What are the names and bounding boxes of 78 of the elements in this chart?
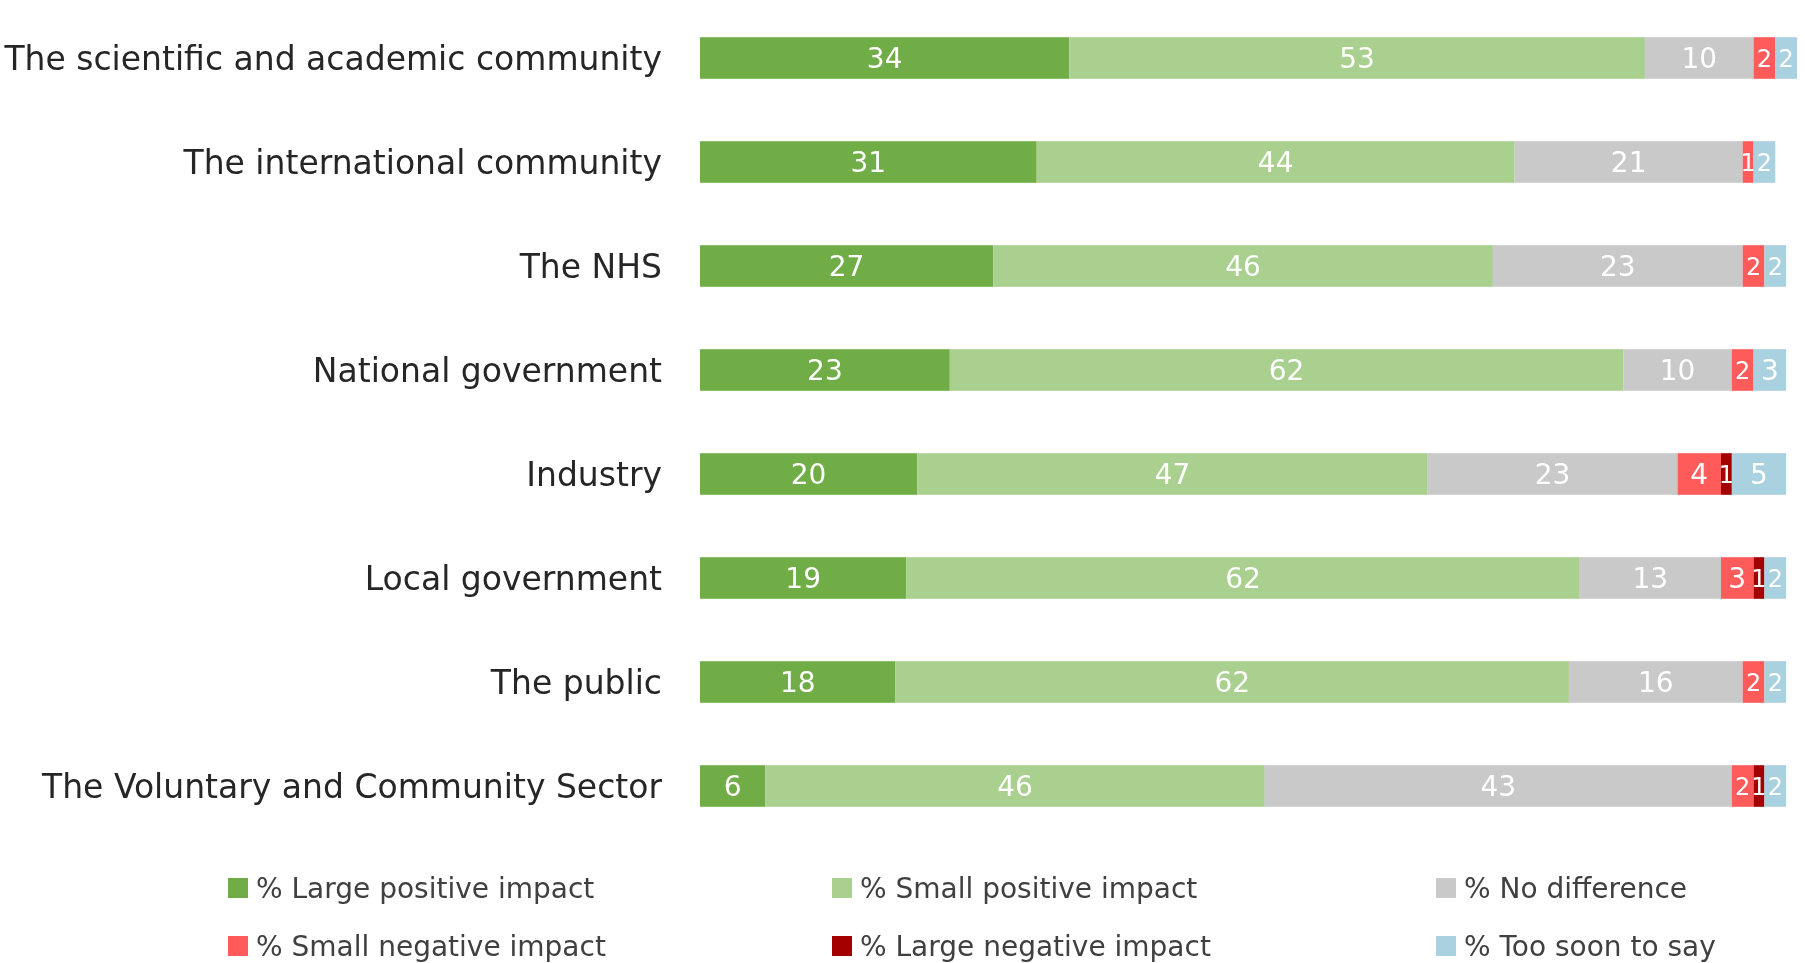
data-label: 47 xyxy=(1154,458,1191,492)
y-tick-label: The international community xyxy=(182,142,662,182)
data-label: 2 xyxy=(1745,668,1762,697)
bar xyxy=(1492,245,1743,287)
data-label: 19 xyxy=(785,562,821,596)
y-tick-label: Local government xyxy=(364,558,663,598)
bar xyxy=(1579,557,1721,599)
data-label: 27 xyxy=(828,250,865,284)
y-tick-label: National government xyxy=(312,350,663,390)
bar xyxy=(700,37,1070,79)
bar xyxy=(700,141,1037,183)
data-label: 2 xyxy=(1778,44,1794,73)
legend-label: % Too soon to say xyxy=(1464,930,1716,963)
bar xyxy=(1764,661,1787,703)
bar xyxy=(1644,37,1754,79)
data-label: 2 xyxy=(1735,772,1751,801)
y-tick-label: Industry xyxy=(526,454,662,494)
data-label: 62 xyxy=(1214,666,1251,700)
bar xyxy=(700,453,918,495)
y-tick-label: The scientific and academic community xyxy=(3,38,662,78)
bar xyxy=(765,765,1265,807)
data-label: 62 xyxy=(1268,354,1305,388)
data-label: 44 xyxy=(1257,146,1294,180)
y-tick-label: The NHS xyxy=(518,246,662,286)
data-label: 20 xyxy=(790,458,827,492)
legend-label: % No difference xyxy=(1464,872,1688,906)
bar xyxy=(895,661,1569,703)
data-label: 2 xyxy=(1767,252,1783,281)
data-label: 2 xyxy=(1735,356,1751,385)
legend-label: % Large positive impact xyxy=(256,872,595,906)
bar xyxy=(1720,557,1754,599)
bar xyxy=(906,557,1580,599)
bar xyxy=(700,557,907,599)
bar xyxy=(1264,765,1732,807)
bar xyxy=(1764,557,1787,599)
bar xyxy=(700,349,950,391)
bar xyxy=(993,245,1493,287)
bar xyxy=(700,661,896,703)
data-label: 2 xyxy=(1767,564,1783,593)
data-label: 4 xyxy=(1690,458,1709,492)
data-label: 2 xyxy=(1756,148,1773,177)
bar xyxy=(700,245,994,287)
bar xyxy=(1764,765,1787,807)
bar xyxy=(917,453,1428,495)
bar xyxy=(700,765,766,807)
data-label: 2 xyxy=(1767,772,1783,801)
bar xyxy=(1764,245,1787,287)
data-label: 23 xyxy=(807,354,843,388)
data-label: 3 xyxy=(1728,562,1747,596)
bar xyxy=(1568,661,1743,703)
legend-label: % Small positive impact xyxy=(860,872,1198,906)
data-label: 31 xyxy=(850,146,887,180)
data-label: 2 xyxy=(1745,252,1762,281)
bar xyxy=(1514,141,1743,183)
bar xyxy=(1427,453,1678,495)
data-label: 18 xyxy=(779,666,816,700)
data-label: 2 xyxy=(1756,44,1773,73)
bar xyxy=(1623,349,1732,391)
data-label: 46 xyxy=(1225,250,1261,284)
legend-label: % Large negative impact xyxy=(860,930,1211,963)
bar xyxy=(1731,453,1787,495)
bar xyxy=(1775,37,1797,79)
bar xyxy=(949,349,1624,391)
data-label: 34 xyxy=(866,42,903,76)
data-label: 3 xyxy=(1760,354,1779,388)
data-label: 53 xyxy=(1339,42,1375,76)
data-label: 6 xyxy=(723,770,742,804)
y-tick-label: The Voluntary and Community Sector xyxy=(41,766,663,806)
data-label: 1 xyxy=(1718,460,1735,489)
bar xyxy=(1036,141,1515,183)
data-label: 62 xyxy=(1225,562,1261,596)
data-label: 46 xyxy=(997,770,1033,804)
data-label: 5 xyxy=(1750,458,1768,492)
bar xyxy=(1069,37,1645,79)
y-tick-label: The public xyxy=(489,662,662,702)
data-label: 2 xyxy=(1767,668,1783,697)
bar xyxy=(1677,453,1721,495)
legend-label: % Small negative impact xyxy=(256,930,606,963)
